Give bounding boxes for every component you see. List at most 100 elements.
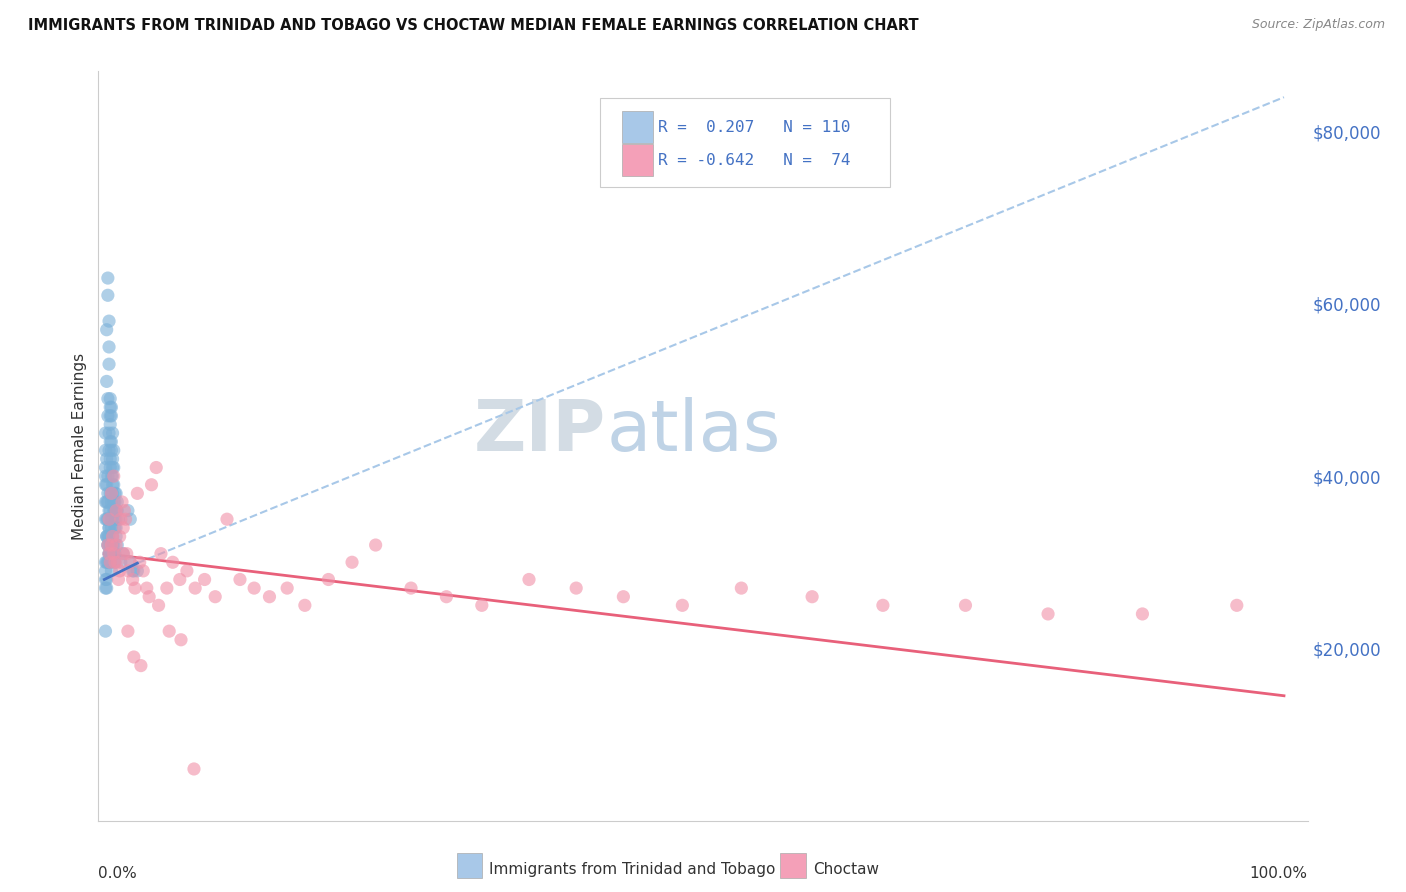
Point	[104, 495, 127, 509]
FancyBboxPatch shape	[621, 112, 654, 143]
Point	[98, 340, 121, 354]
Point	[98, 512, 121, 526]
Point	[114, 512, 136, 526]
Point	[98, 357, 121, 371]
Point	[97, 538, 120, 552]
Point	[96, 451, 118, 466]
Point	[100, 434, 122, 449]
Point	[148, 599, 170, 613]
Point	[98, 547, 121, 561]
Point	[364, 538, 387, 552]
Point	[112, 521, 135, 535]
Point	[100, 495, 122, 509]
Point	[318, 573, 340, 587]
Point	[98, 426, 121, 441]
Point	[96, 555, 118, 569]
Point	[104, 486, 127, 500]
Point	[121, 564, 143, 578]
Point	[276, 581, 298, 595]
Point	[103, 503, 125, 517]
Point	[97, 538, 120, 552]
Point	[101, 426, 124, 441]
Point	[107, 512, 129, 526]
Point	[97, 555, 120, 569]
Point	[100, 486, 122, 500]
Point	[103, 477, 125, 491]
Point	[94, 426, 117, 441]
Point	[169, 573, 191, 587]
Point	[612, 590, 634, 604]
Point	[112, 547, 135, 561]
Point	[156, 581, 179, 595]
Point	[105, 503, 128, 517]
Point	[121, 573, 143, 587]
Point	[98, 529, 121, 543]
Point	[103, 469, 125, 483]
Point	[128, 555, 150, 569]
Point	[1226, 599, 1249, 613]
Y-axis label: Median Female Earnings: Median Female Earnings	[72, 352, 87, 540]
Point	[97, 469, 120, 483]
Point	[132, 564, 155, 578]
Point	[97, 392, 120, 406]
Point	[107, 573, 129, 587]
Point	[105, 486, 128, 500]
Point	[94, 555, 117, 569]
Point	[104, 555, 127, 569]
Point	[97, 538, 120, 552]
Point	[98, 538, 121, 552]
Point	[96, 581, 118, 595]
Point	[104, 521, 127, 535]
Point	[105, 555, 128, 569]
Text: 0.0%: 0.0%	[98, 865, 138, 880]
Point	[100, 538, 122, 552]
Point	[105, 495, 128, 509]
Point	[955, 599, 977, 613]
Point	[176, 564, 198, 578]
Point	[103, 443, 125, 458]
Point	[101, 529, 124, 543]
Point	[94, 573, 117, 587]
Point	[135, 581, 157, 595]
Point	[97, 288, 120, 302]
Point	[96, 495, 118, 509]
Point	[117, 624, 139, 639]
Point	[105, 538, 128, 552]
Point	[105, 538, 128, 552]
FancyBboxPatch shape	[621, 144, 654, 176]
Point	[215, 512, 238, 526]
Point	[471, 599, 494, 613]
Point	[112, 547, 135, 561]
Point	[104, 512, 127, 526]
Point	[98, 538, 121, 552]
Point	[243, 581, 266, 595]
Point	[101, 460, 124, 475]
Point	[110, 512, 132, 526]
Point	[98, 401, 121, 415]
Point	[801, 590, 824, 604]
Point	[97, 271, 120, 285]
Point	[94, 495, 117, 509]
Text: atlas: atlas	[606, 397, 780, 466]
Point	[101, 477, 124, 491]
Point	[184, 581, 207, 595]
Point	[103, 547, 125, 561]
Point	[97, 486, 120, 500]
Point	[103, 460, 125, 475]
Point	[101, 469, 124, 483]
Point	[104, 555, 127, 569]
Point	[98, 547, 121, 561]
Point	[105, 503, 128, 517]
Point	[97, 409, 120, 423]
Point	[98, 434, 121, 449]
Point	[96, 529, 118, 543]
Text: ZIP: ZIP	[474, 397, 606, 466]
Point	[111, 495, 134, 509]
Point	[340, 555, 363, 569]
Point	[436, 590, 458, 604]
Point	[122, 564, 145, 578]
Point	[96, 375, 118, 389]
Point	[294, 599, 316, 613]
Text: R =  0.207   N = 110: R = 0.207 N = 110	[658, 120, 851, 135]
Point	[101, 538, 124, 552]
